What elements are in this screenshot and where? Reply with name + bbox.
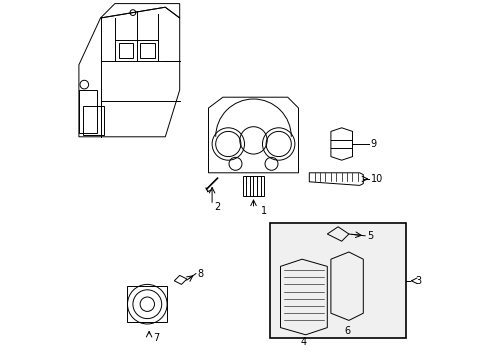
Text: 2: 2 [213, 202, 220, 212]
Text: 5: 5 [366, 231, 372, 241]
FancyBboxPatch shape [269, 223, 406, 338]
Text: 8: 8 [197, 269, 203, 279]
Text: 7: 7 [152, 333, 159, 343]
Text: 6: 6 [344, 326, 349, 336]
Text: 1: 1 [260, 206, 266, 216]
Text: 3: 3 [415, 276, 421, 286]
Text: 10: 10 [370, 174, 382, 184]
Text: 4: 4 [300, 337, 306, 347]
Text: 9: 9 [370, 139, 376, 149]
